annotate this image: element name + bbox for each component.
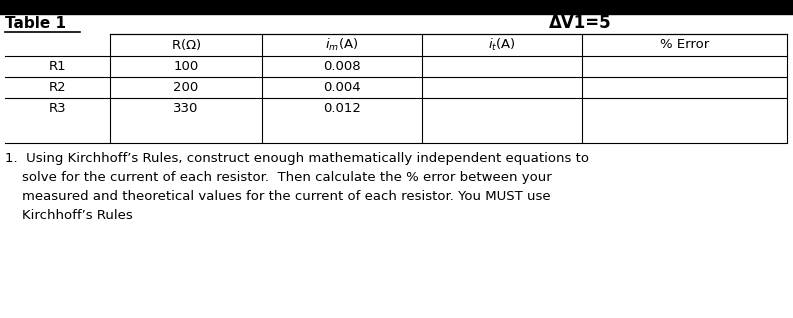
Text: 0.012: 0.012 bbox=[323, 102, 361, 115]
Text: Table 1: Table 1 bbox=[5, 16, 66, 31]
Text: measured and theoretical values for the current of each resistor. You MUST use: measured and theoretical values for the … bbox=[5, 190, 550, 203]
Text: 1.  Using Kirchhoff’s Rules, construct enough mathematically independent equatio: 1. Using Kirchhoff’s Rules, construct en… bbox=[5, 152, 589, 165]
Text: 100: 100 bbox=[174, 60, 198, 73]
Text: 200: 200 bbox=[174, 81, 198, 94]
Text: 0.004: 0.004 bbox=[324, 81, 361, 94]
Text: 330: 330 bbox=[174, 102, 199, 115]
Text: % Error: % Error bbox=[660, 38, 709, 52]
Text: R1: R1 bbox=[48, 60, 67, 73]
Text: R2: R2 bbox=[48, 81, 67, 94]
Text: solve for the current of each resistor.  Then calculate the % error between your: solve for the current of each resistor. … bbox=[5, 171, 552, 184]
Text: Kirchhoff’s Rules: Kirchhoff’s Rules bbox=[5, 209, 132, 222]
Text: $i_m$(A): $i_m$(A) bbox=[325, 37, 358, 53]
Text: R3: R3 bbox=[48, 102, 67, 115]
Text: 0.008: 0.008 bbox=[324, 60, 361, 73]
Text: ΔV1=5: ΔV1=5 bbox=[549, 14, 611, 32]
Text: $i_t$(A): $i_t$(A) bbox=[488, 37, 516, 53]
Text: R($\mathregular{\Omega}$): R($\mathregular{\Omega}$) bbox=[170, 38, 201, 52]
